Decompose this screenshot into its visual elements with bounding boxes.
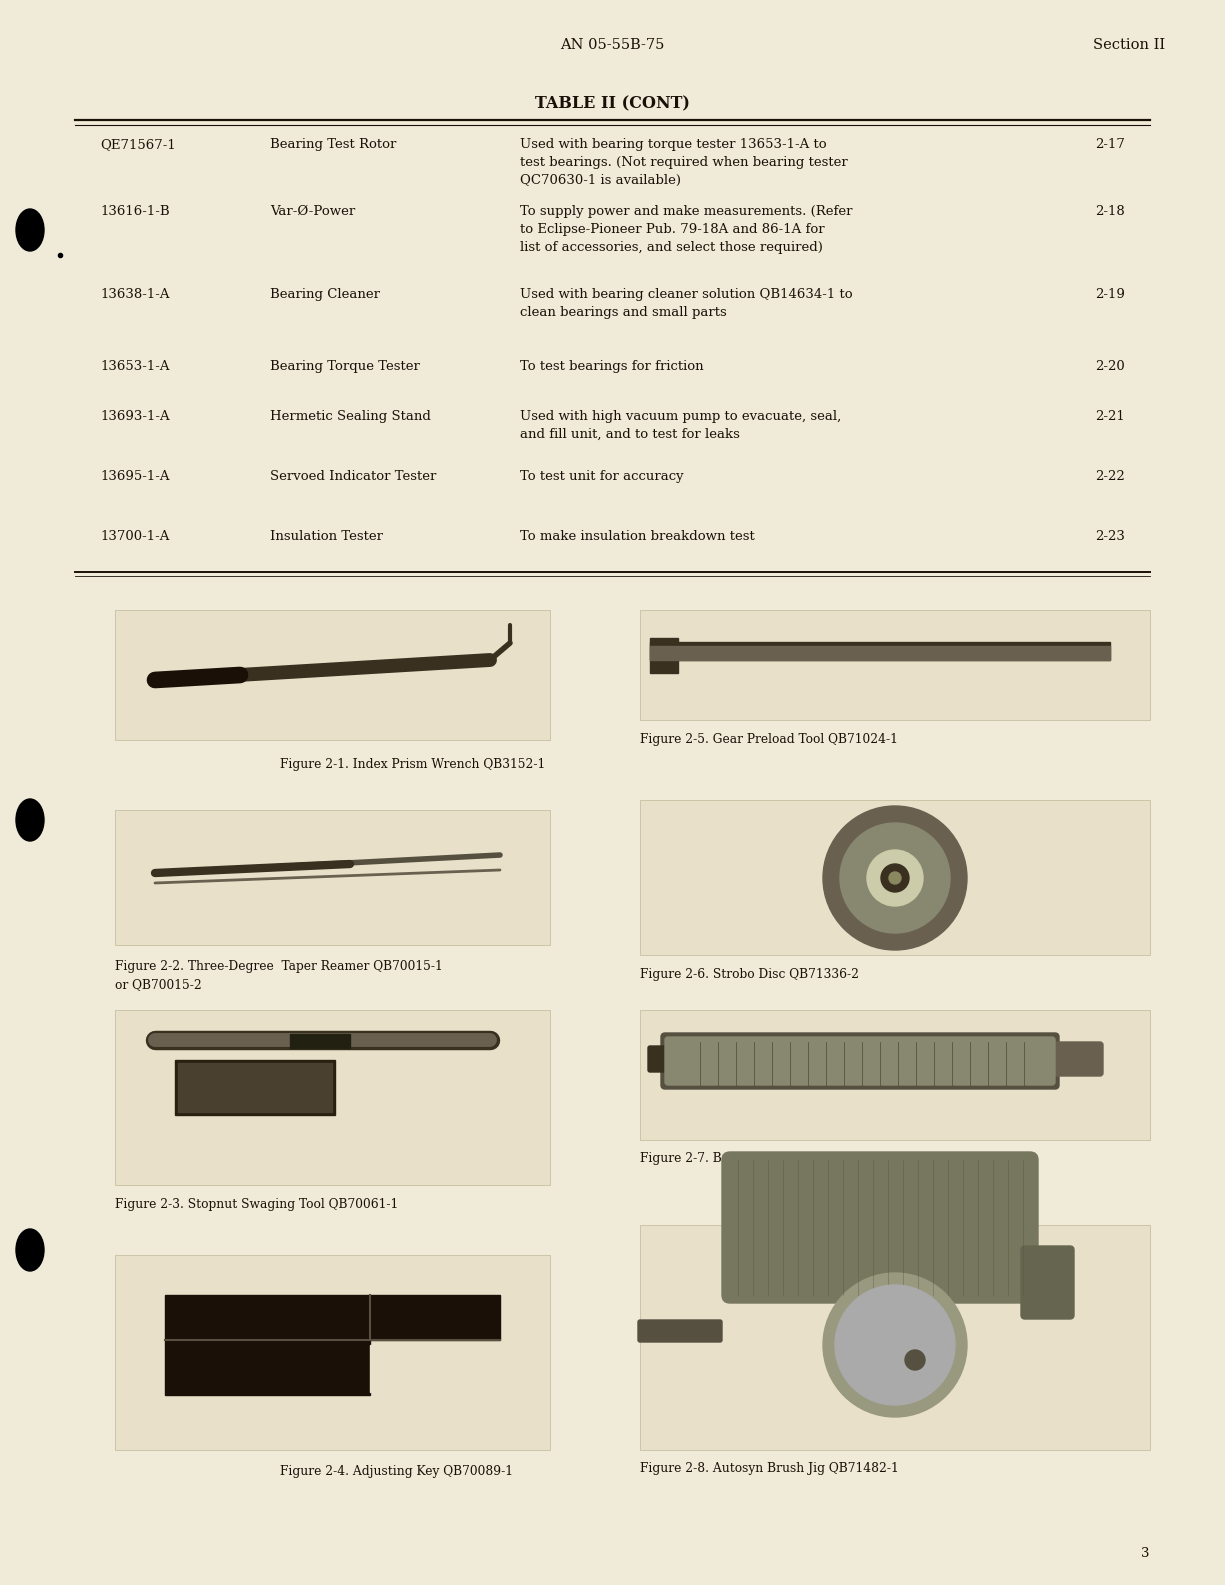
Bar xyxy=(115,1255,550,1450)
Text: Bearing Cleaner: Bearing Cleaner xyxy=(270,288,380,301)
Bar xyxy=(639,800,1150,956)
FancyBboxPatch shape xyxy=(722,1152,1038,1303)
Text: Figure 2-4. Adjusting Key QB70089-1: Figure 2-4. Adjusting Key QB70089-1 xyxy=(281,1465,513,1477)
Ellipse shape xyxy=(16,799,44,842)
Text: Figure 2-3. Stopnut Swaging Tool QB70061-1: Figure 2-3. Stopnut Swaging Tool QB70061… xyxy=(115,1198,398,1211)
Text: To make insulation breakdown test: To make insulation breakdown test xyxy=(519,529,755,544)
FancyBboxPatch shape xyxy=(665,1037,1055,1086)
Text: 2-22: 2-22 xyxy=(1095,471,1125,483)
Text: 13695-1-A: 13695-1-A xyxy=(100,471,169,483)
Bar xyxy=(115,610,550,740)
Text: 13693-1-A: 13693-1-A xyxy=(100,411,169,423)
Text: Figure 2-7. Bearing Pusher QB71479-1: Figure 2-7. Bearing Pusher QB71479-1 xyxy=(639,1152,883,1165)
Text: Used with bearing torque tester 13653-1-A to
test bearings. (Not required when b: Used with bearing torque tester 13653-1-… xyxy=(519,138,848,187)
Text: Var-Ø-Power: Var-Ø-Power xyxy=(270,204,355,219)
Text: QE71567-1: QE71567-1 xyxy=(100,138,175,151)
Text: Insulation Tester: Insulation Tester xyxy=(270,529,383,544)
Circle shape xyxy=(867,850,922,907)
Circle shape xyxy=(840,823,951,934)
Text: Servoed Indicator Tester: Servoed Indicator Tester xyxy=(270,471,436,483)
Text: Figure 2-5. Gear Preload Tool QB71024-1: Figure 2-5. Gear Preload Tool QB71024-1 xyxy=(639,732,898,747)
Bar xyxy=(175,1060,334,1114)
Bar xyxy=(639,1225,1150,1450)
FancyBboxPatch shape xyxy=(648,1046,712,1071)
Text: 2-18: 2-18 xyxy=(1095,204,1125,219)
Circle shape xyxy=(835,1285,956,1404)
Bar xyxy=(115,1010,550,1186)
Bar xyxy=(290,1033,350,1048)
Bar xyxy=(178,1064,332,1113)
Bar xyxy=(115,810,550,945)
Bar xyxy=(639,610,1150,720)
Bar xyxy=(650,642,1110,659)
Text: 13653-1-A: 13653-1-A xyxy=(100,360,169,372)
Text: 2-19: 2-19 xyxy=(1095,288,1125,301)
Text: 2-17: 2-17 xyxy=(1095,138,1125,151)
Text: To test unit for accuracy: To test unit for accuracy xyxy=(519,471,684,483)
FancyBboxPatch shape xyxy=(662,1033,1058,1089)
Polygon shape xyxy=(370,1346,490,1392)
Text: To test bearings for friction: To test bearings for friction xyxy=(519,360,703,372)
Bar xyxy=(650,647,1110,659)
Text: 2-21: 2-21 xyxy=(1095,411,1125,423)
FancyBboxPatch shape xyxy=(638,1320,722,1342)
Text: Figure 2-2. Three-Degree  Taper Reamer QB70015-1
or QB70015-2: Figure 2-2. Three-Degree Taper Reamer QB… xyxy=(115,961,442,991)
Circle shape xyxy=(823,807,967,949)
Bar xyxy=(639,1010,1150,1140)
Text: To supply power and make measurements. (Refer
to Eclipse-Pioneer Pub. 79-18A and: To supply power and make measurements. (… xyxy=(519,204,853,254)
Text: AN 05-55B-75: AN 05-55B-75 xyxy=(560,38,664,52)
Text: Bearing Torque Tester: Bearing Torque Tester xyxy=(270,360,420,372)
Text: 13700-1-A: 13700-1-A xyxy=(100,529,169,544)
Circle shape xyxy=(823,1273,967,1417)
Text: Figure 2-6. Strobo Disc QB71336-2: Figure 2-6. Strobo Disc QB71336-2 xyxy=(639,968,859,981)
Text: Used with high vacuum pump to evacuate, seal,
and fill unit, and to test for lea: Used with high vacuum pump to evacuate, … xyxy=(519,411,842,441)
Polygon shape xyxy=(165,1295,500,1395)
Circle shape xyxy=(881,864,909,892)
Text: Figure 2-1. Index Prism Wrench QB3152-1: Figure 2-1. Index Prism Wrench QB3152-1 xyxy=(281,758,545,770)
Text: Section II: Section II xyxy=(1093,38,1165,52)
Text: 3: 3 xyxy=(1142,1547,1150,1560)
FancyBboxPatch shape xyxy=(1042,1041,1102,1076)
Text: Bearing Test Rotor: Bearing Test Rotor xyxy=(270,138,397,151)
Circle shape xyxy=(905,1350,925,1369)
Text: 13638-1-A: 13638-1-A xyxy=(100,288,169,301)
Text: TABLE II (CONT): TABLE II (CONT) xyxy=(534,95,690,113)
Circle shape xyxy=(889,872,902,884)
Text: 2-20: 2-20 xyxy=(1095,360,1125,372)
Text: 13616-1-B: 13616-1-B xyxy=(100,204,169,219)
Bar xyxy=(650,639,677,674)
Text: Figure 2-8. Autosyn Brush Jig QB71482-1: Figure 2-8. Autosyn Brush Jig QB71482-1 xyxy=(639,1461,899,1476)
Ellipse shape xyxy=(16,1228,44,1271)
Ellipse shape xyxy=(16,209,44,250)
Text: 2-23: 2-23 xyxy=(1095,529,1125,544)
Text: Hermetic Sealing Stand: Hermetic Sealing Stand xyxy=(270,411,431,423)
Text: Used with bearing cleaner solution QB14634-1 to
clean bearings and small parts: Used with bearing cleaner solution QB146… xyxy=(519,288,853,319)
FancyBboxPatch shape xyxy=(1020,1246,1074,1319)
